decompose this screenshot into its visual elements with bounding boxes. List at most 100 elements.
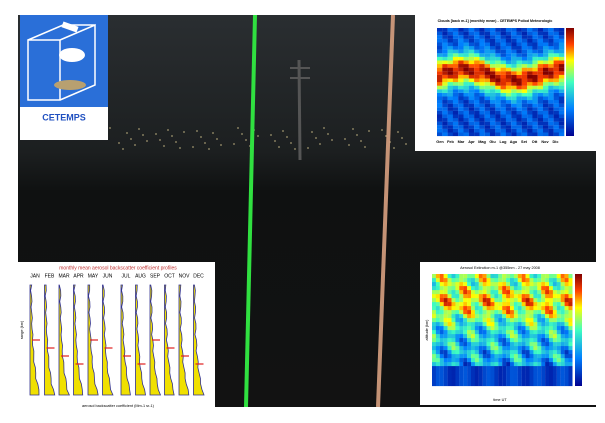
heatmap-cell bbox=[543, 104, 548, 108]
heatmap-cell bbox=[506, 350, 510, 354]
heatmap-cell bbox=[479, 318, 483, 322]
heatmap-cell bbox=[518, 366, 522, 370]
heatmap-cell bbox=[530, 378, 534, 382]
heatmap-cell bbox=[506, 374, 510, 378]
heatmap-cell bbox=[479, 129, 484, 133]
heatmap-cell bbox=[469, 96, 474, 100]
heatmap-cell bbox=[569, 318, 573, 322]
heatmap-cell bbox=[452, 338, 456, 342]
heatmap-cell bbox=[436, 326, 440, 330]
heatmap-cell bbox=[494, 282, 498, 286]
heatmap-cell bbox=[448, 298, 452, 302]
light bbox=[200, 136, 202, 138]
heatmap-cell bbox=[527, 71, 532, 75]
heatmap-cell bbox=[469, 104, 474, 108]
heatmap-cell bbox=[442, 100, 447, 104]
heatmap-cell bbox=[474, 71, 479, 75]
heatmap-cell bbox=[537, 294, 541, 298]
heatmap-cell bbox=[475, 278, 479, 282]
heatmap-cell bbox=[506, 330, 510, 334]
heatmap-cell bbox=[543, 46, 548, 50]
heatmap-cell bbox=[569, 342, 573, 346]
heatmap-cell bbox=[506, 378, 510, 382]
heatmap-cell bbox=[526, 362, 530, 366]
heatmap-cell bbox=[494, 326, 498, 330]
heatmap-cell bbox=[548, 42, 553, 46]
heatmap-cell bbox=[440, 290, 444, 294]
heatmap-cell bbox=[517, 118, 522, 122]
heatmap-cell bbox=[442, 64, 447, 68]
heatmap-cell bbox=[479, 278, 483, 282]
light bbox=[405, 143, 407, 145]
heatmap-cell bbox=[530, 290, 534, 294]
heatmap-cell bbox=[514, 354, 518, 358]
heatmap-cell bbox=[530, 382, 534, 386]
heatmap-cell bbox=[522, 125, 527, 129]
heatmap-cell bbox=[532, 107, 537, 111]
heatmap-cell bbox=[479, 68, 484, 72]
heatmap-cell bbox=[471, 322, 475, 326]
heatmap-cell bbox=[530, 334, 534, 338]
heatmap-cell bbox=[510, 378, 514, 382]
heatmap-cell bbox=[444, 302, 448, 306]
heatmap-cell bbox=[463, 346, 467, 350]
heatmap-cell bbox=[474, 46, 479, 50]
heatmap-cell bbox=[475, 354, 479, 358]
heatmap-cell bbox=[559, 82, 564, 86]
heatmap-cell bbox=[448, 278, 452, 282]
heatmap-cell bbox=[569, 294, 573, 298]
heatmap-cell bbox=[440, 278, 444, 282]
light bbox=[183, 131, 185, 133]
heatmap-cell bbox=[565, 298, 569, 302]
heatmap-cell bbox=[495, 78, 500, 82]
heatmap-cell bbox=[498, 366, 502, 370]
heatmap-cell bbox=[506, 86, 511, 90]
heatmap-cell bbox=[543, 39, 548, 43]
heatmap-cell bbox=[453, 32, 458, 36]
heatmap-cell bbox=[469, 118, 474, 122]
heatmap-cell bbox=[510, 290, 514, 294]
heatmap-cell bbox=[522, 274, 526, 278]
light bbox=[167, 129, 169, 131]
heatmap-cell bbox=[469, 39, 474, 43]
heatmap-cell bbox=[471, 358, 475, 362]
heatmap-cell bbox=[485, 132, 490, 136]
heatmap-cell bbox=[436, 290, 440, 294]
heatmap-cell bbox=[518, 358, 522, 362]
heatmap-cell bbox=[554, 93, 559, 97]
heatmap-cell bbox=[474, 118, 479, 122]
heatmap-cell bbox=[444, 298, 448, 302]
heatmap-cell bbox=[533, 342, 537, 346]
heatmap-cell bbox=[543, 107, 548, 111]
heatmap-cell bbox=[494, 358, 498, 362]
heatmap-cell bbox=[569, 310, 573, 314]
heatmap-cell bbox=[561, 322, 565, 326]
heatmap-cell bbox=[459, 334, 463, 338]
heatmap-cell bbox=[510, 350, 514, 354]
light bbox=[381, 129, 383, 131]
heatmap-cell bbox=[506, 314, 510, 318]
heatmap-cell bbox=[494, 382, 498, 386]
heatmap-cell bbox=[483, 274, 487, 278]
heatmap-cell bbox=[549, 310, 553, 314]
heatmap-cell bbox=[526, 286, 530, 290]
heatmap-cell bbox=[475, 342, 479, 346]
heatmap-cell bbox=[554, 118, 559, 122]
heatmap-cell bbox=[553, 354, 557, 358]
heatmap-cell bbox=[469, 114, 474, 118]
heatmap-cell bbox=[541, 318, 545, 322]
heatmap-cell bbox=[522, 310, 526, 314]
heatmap-cell bbox=[448, 370, 452, 374]
heatmap-cell bbox=[501, 53, 506, 57]
heatmap-cell bbox=[459, 382, 463, 386]
heatmap-cell bbox=[532, 39, 537, 43]
heatmap-cell bbox=[485, 125, 490, 129]
heatmap-cell bbox=[561, 318, 565, 322]
heatmap-cell bbox=[518, 314, 522, 318]
x-tick-label: Giu bbox=[489, 140, 496, 144]
heatmap-cell bbox=[527, 46, 532, 50]
heatmap-cell bbox=[469, 46, 474, 50]
heatmap-cell bbox=[452, 334, 456, 338]
heatmap-cell bbox=[436, 306, 440, 310]
heatmap-cell bbox=[506, 89, 511, 93]
